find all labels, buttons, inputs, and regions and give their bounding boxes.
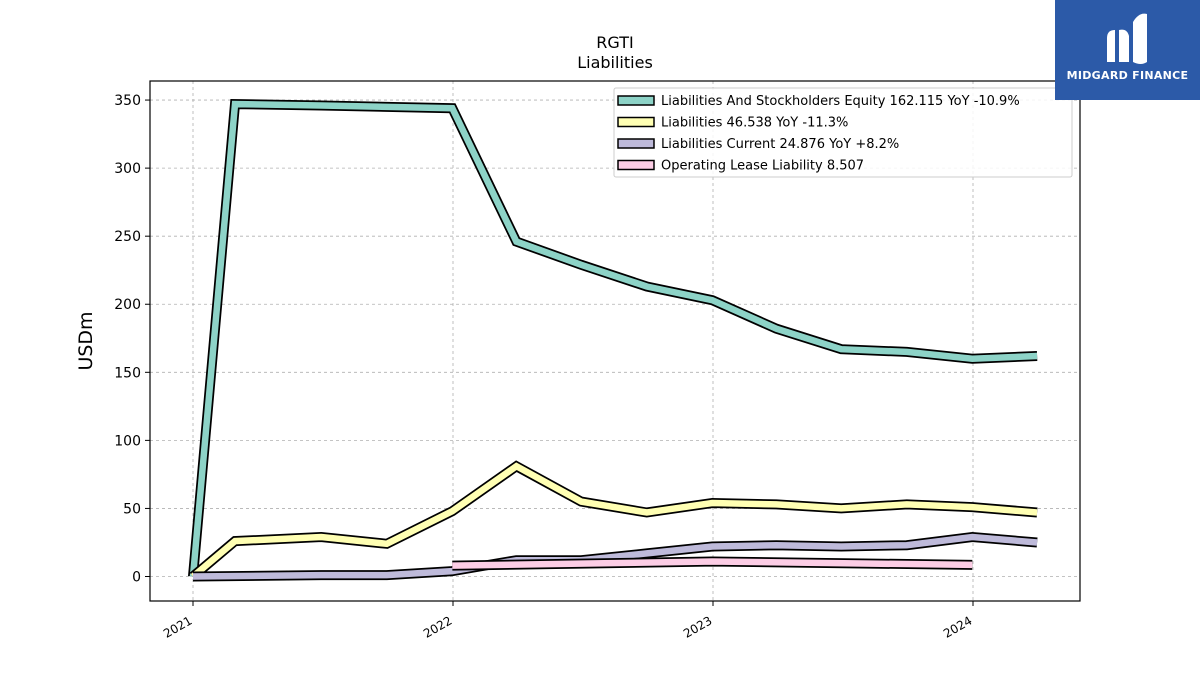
x-axis-ticks: 2021 2022 2023 2024: [161, 601, 975, 641]
legend-label: Liabilities 46.538 YoY -11.3%: [661, 116, 848, 131]
y-tick-label: 350: [114, 93, 141, 109]
series-line-1: [189, 100, 1038, 577]
x-tick-label: 2023: [681, 613, 714, 640]
y-axis-ticks: 0 50 100 150 200 250 300 350: [114, 93, 150, 585]
legend-swatch: [617, 138, 655, 149]
y-tick-label: 0: [132, 569, 141, 585]
legend-box: [613, 87, 1073, 178]
y-tick-label: 100: [114, 433, 141, 449]
series-lines: [188, 99, 1038, 582]
x-tick-label: 2021: [161, 613, 194, 640]
series-line-4: [452, 558, 973, 569]
y-tick-label: 250: [114, 229, 141, 245]
chart-title: RGTI: [596, 33, 633, 52]
y-axis-label: USDm: [75, 311, 97, 370]
legend: Liabilities And Stockholders Equity 162.…: [613, 87, 1073, 178]
legend-label: Liabilities And Stockholders Equity 162.…: [661, 94, 1020, 109]
x-tick-label: 2024: [941, 613, 974, 640]
legend-swatch: [617, 159, 655, 171]
series-line-2: [190, 462, 1038, 579]
y-tick-label: 150: [114, 365, 141, 381]
series-line-3: [192, 533, 1038, 580]
legend-label: Liabilities Current 24.876 YoY +8.2%: [661, 137, 899, 152]
legend-swatch: [617, 116, 655, 128]
chart-subtitle: Liabilities: [577, 53, 653, 72]
brand-logo-mark: [1107, 13, 1147, 64]
x-tick-label: 2022: [421, 613, 454, 640]
y-tick-label: 50: [123, 501, 141, 517]
brand-logo: MIDGARD FINANCE: [1055, 0, 1200, 100]
y-tick-label: 300: [114, 161, 141, 177]
y-tick-label: 200: [114, 297, 141, 313]
legend-swatch: [617, 95, 655, 106]
brand-name: MIDGARD FINANCE: [1066, 69, 1189, 82]
plot-frame: [149, 80, 1081, 602]
legend-label: Operating Lease Liability 8.507: [661, 159, 864, 174]
